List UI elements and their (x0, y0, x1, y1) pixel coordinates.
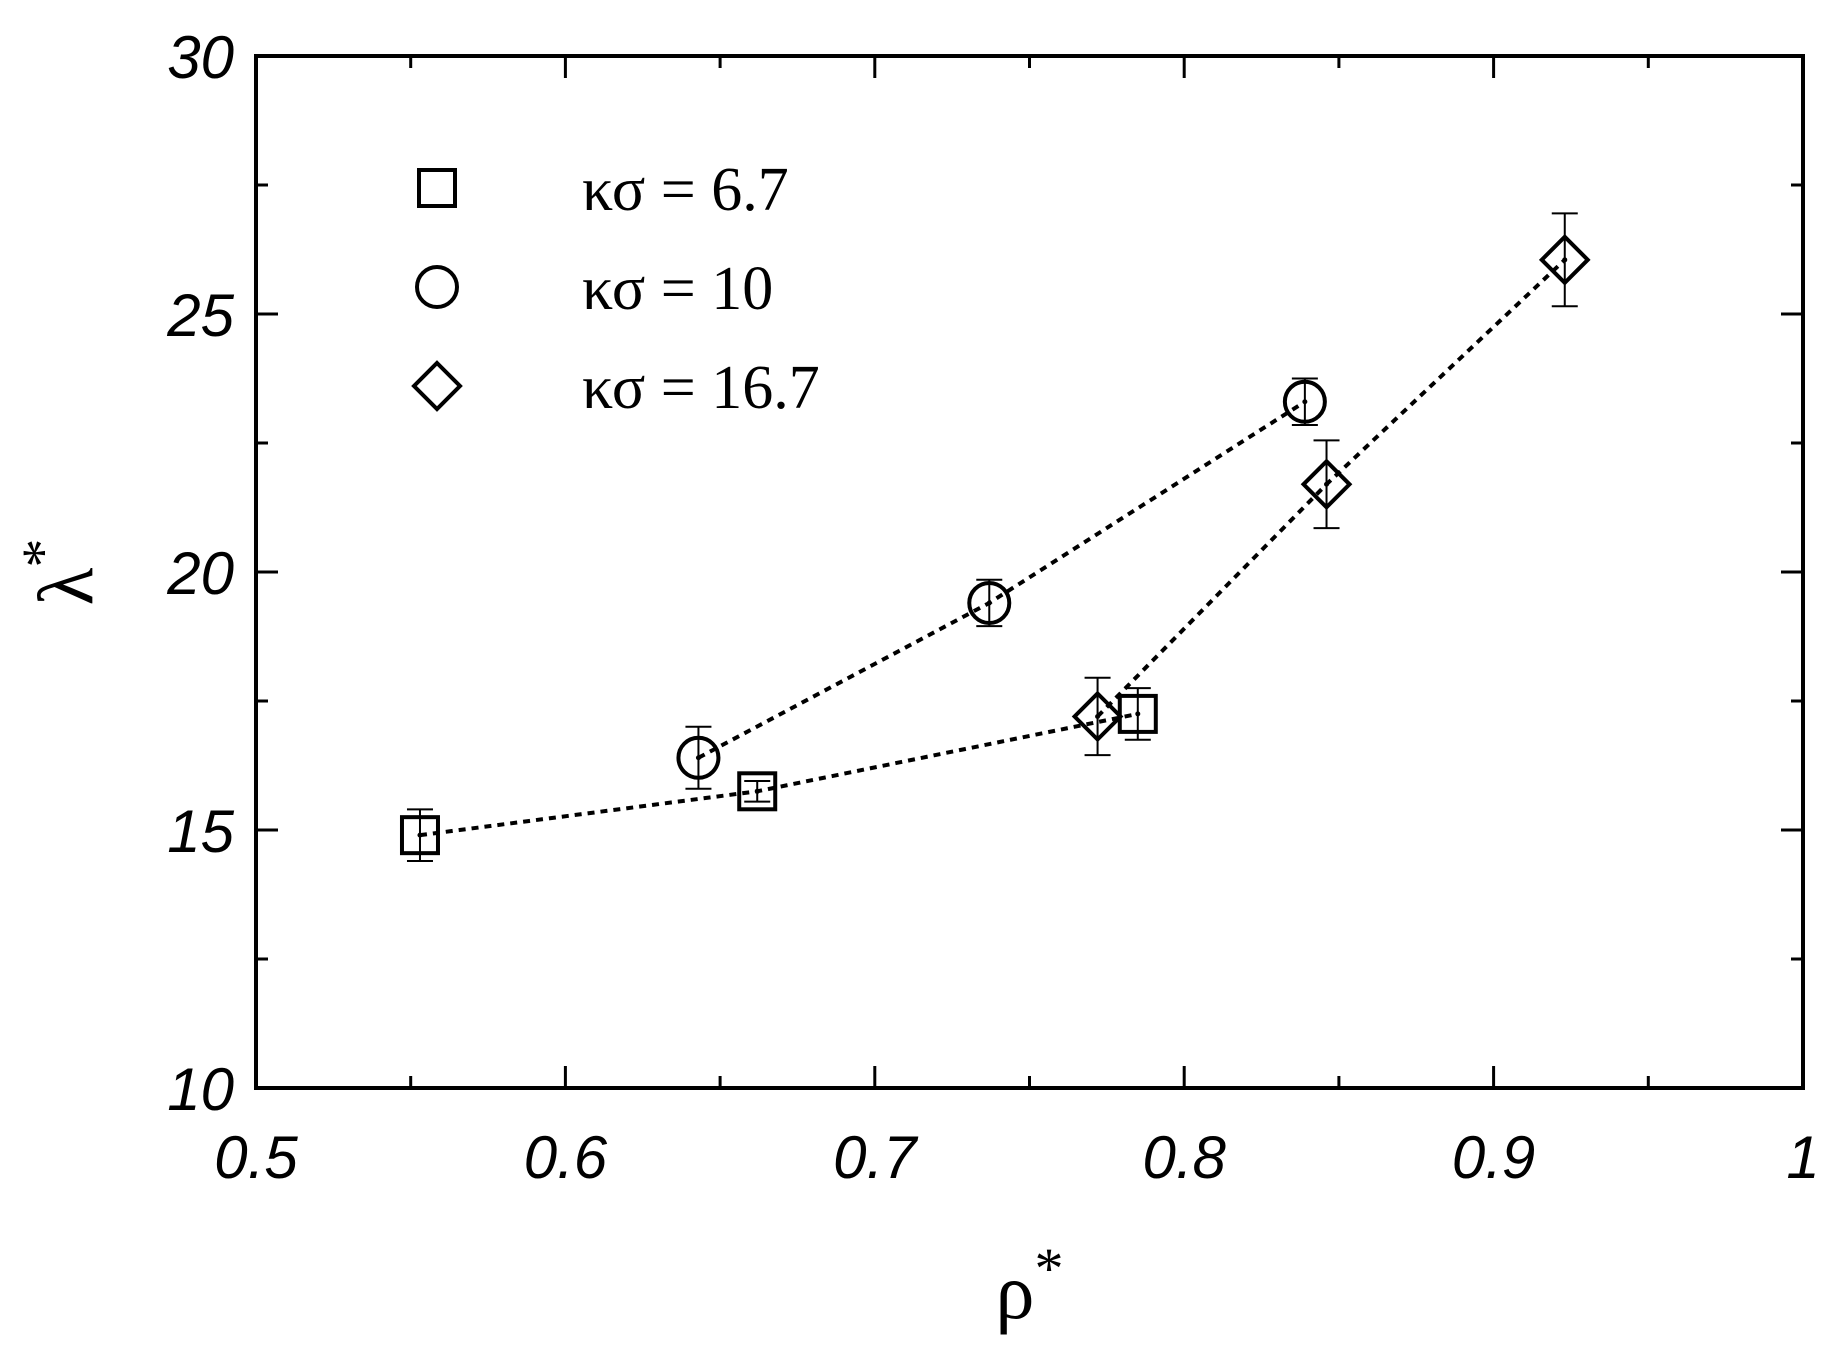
legend: κσ = 6.7 κσ = 10 κσ = 16.7 (411, 156, 820, 422)
y-axis-title-superscript: * (10, 539, 75, 568)
y-tick-label: 20 (166, 540, 234, 607)
series-line-diamond (1096, 258, 1567, 718)
legend-marker-square (417, 168, 457, 208)
axes: 0.5 0.6 0.7 0.8 0.9 1 10 15 20 25 30 (166, 24, 1819, 1191)
x-axis-title-superscript: * (1034, 1236, 1063, 1301)
x-tick-label: 0.5 (214, 1124, 298, 1191)
data-point-center (986, 600, 992, 606)
data-point-diamond (1300, 458, 1353, 511)
data-point-square (399, 815, 440, 856)
data-point-center (695, 755, 701, 761)
legend-label: κσ = 6.7 (582, 156, 789, 224)
data-point-circle (676, 735, 721, 780)
plot-frame (254, 54, 1805, 1090)
data-point-circle (967, 580, 1012, 625)
data-point-center (417, 832, 423, 838)
data-point-circle (1282, 379, 1327, 424)
data-point-diamond (1538, 233, 1591, 286)
series-line-square (419, 711, 1139, 838)
data-point-center (1135, 711, 1141, 717)
x-axis-title: ρ* (996, 1236, 1064, 1335)
x-tick-label: 1 (1786, 1124, 1819, 1191)
legend-marker-diamond (411, 360, 463, 412)
data-point-square (737, 771, 778, 812)
data-point-center (1302, 399, 1308, 405)
data-point-center (754, 788, 760, 794)
x-tick-label: 0.7 (833, 1124, 919, 1191)
x-axis-title-main: ρ (996, 1248, 1035, 1335)
y-axis-title: λ* (10, 539, 109, 606)
legend-marker-circle (415, 265, 459, 309)
data-point-center (1324, 481, 1330, 487)
x-tick-label: 0.9 (1452, 1124, 1535, 1191)
y-tick-label: 10 (167, 1056, 234, 1123)
data-point-center (1562, 257, 1568, 263)
x-tick-label: 0.6 (524, 1124, 608, 1191)
y-tick-label: 25 (166, 282, 234, 349)
x-tick-label: 0.8 (1142, 1124, 1226, 1191)
data-point-diamond (1071, 690, 1124, 743)
data-point-center (1095, 713, 1101, 719)
y-tick-label: 15 (167, 798, 234, 865)
y-axis-title-main: λ (22, 567, 109, 605)
legend-label: κσ = 10 (582, 255, 773, 323)
legend-label: κσ = 16.7 (582, 354, 820, 422)
data-markers (399, 233, 1591, 856)
series-lines (419, 258, 1567, 838)
y-tick-label: 30 (167, 24, 234, 91)
